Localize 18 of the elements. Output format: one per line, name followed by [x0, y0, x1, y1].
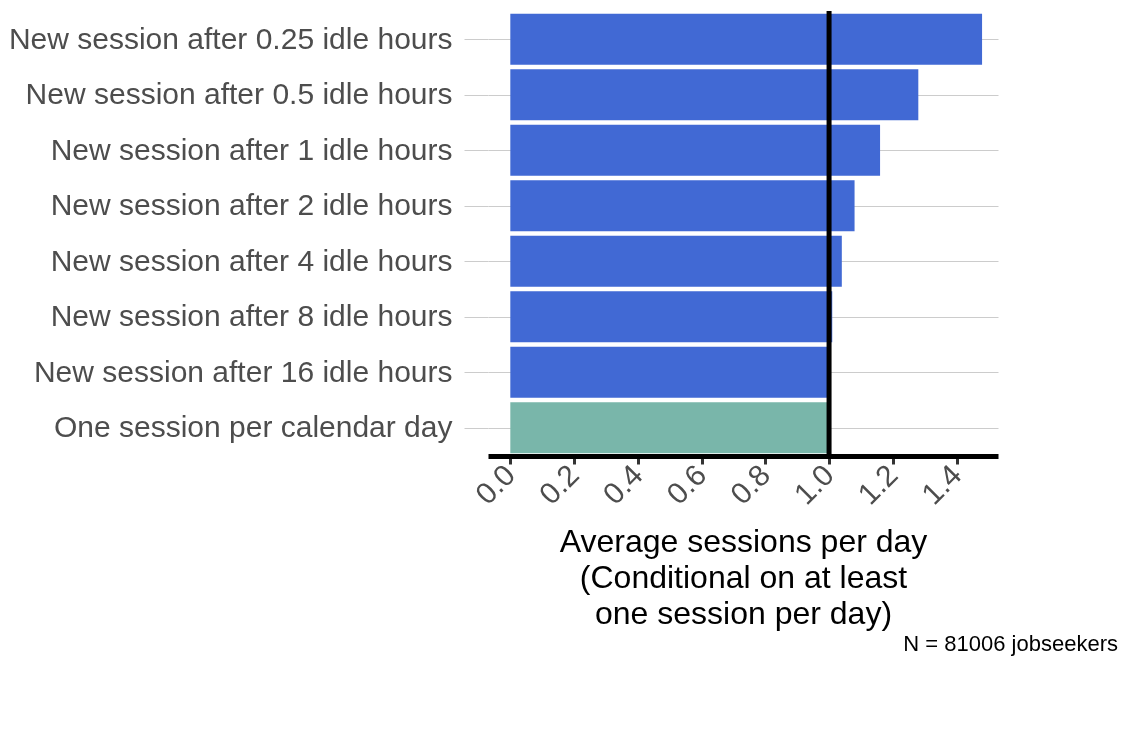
y-tick-label: New session after 1 idle hours — [50, 132, 453, 166]
text: N = 81006 jobseekers — [902, 631, 1118, 657]
y-tick-label: New session after 0.5 idle hours — [25, 77, 453, 111]
x-tick-label: 0.4 — [596, 457, 649, 511]
x-tick-label: 0.0 — [468, 457, 522, 511]
x-tick-label: 0.2 — [532, 457, 586, 511]
x-tick-label: 1.0 — [787, 457, 841, 511]
x-tick-label: 0.8 — [723, 457, 777, 511]
y-tick-label: One session per calendar day — [53, 410, 453, 444]
x-tick-label: 1.4 — [914, 457, 968, 511]
x-axis-title: Average sessions per day (Conditional on at least one session per day) — [559, 522, 928, 631]
y-tick-label: New session after 2 idle hours — [50, 188, 453, 222]
y-tick-label: New session after 16 idle hours — [33, 354, 453, 388]
y-tick-label: New session after 4 idle hours — [50, 243, 453, 277]
x-tick-label: 0.6 — [659, 457, 713, 511]
y-tick-label: New session after 8 idle hours — [50, 299, 453, 333]
y-tick-label: New session after 0.25 idle hours — [8, 21, 453, 55]
x-tick-label: 1.2 — [851, 457, 904, 511]
